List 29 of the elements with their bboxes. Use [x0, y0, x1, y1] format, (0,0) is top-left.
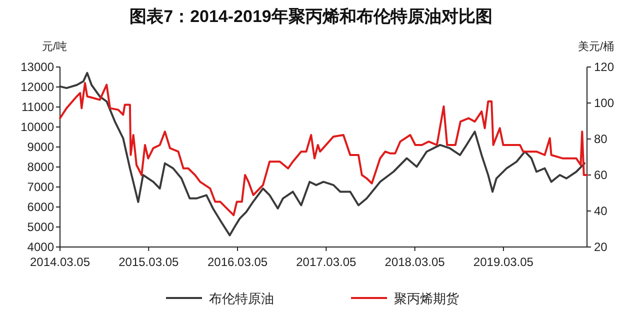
- y-tick-label: 5000: [27, 220, 54, 234]
- y-tick-label: 12000: [20, 80, 54, 94]
- y-tick-label: 11000: [22, 100, 54, 114]
- y2-tick-label: 120: [594, 60, 614, 74]
- x-tick-label: 2014.03.05: [30, 255, 90, 269]
- x-tick-label: 2016.03.05: [207, 255, 268, 269]
- y-tick-label: 7000: [27, 180, 54, 194]
- y-tick-label: 8000: [27, 160, 54, 174]
- y-tick-label: 13000: [20, 60, 54, 74]
- x-tick-label: 2017.03.05: [296, 255, 357, 269]
- legend-label: 布伦特原油: [209, 291, 274, 306]
- y2-tick-label: 40: [594, 204, 608, 218]
- x-tick-label: 2018.03.05: [384, 255, 446, 269]
- y2-tick-label: 100: [594, 96, 614, 110]
- y-tick-label: 6000: [27, 200, 54, 214]
- legend-item: 布伦特原油: [166, 291, 274, 306]
- y2-tick-label: 60: [594, 168, 608, 182]
- x-tick-label: 2019.03.05: [473, 255, 534, 269]
- legend-label: 聚丙烯期货: [394, 291, 459, 306]
- chart-title: 图表7：2014-2019年聚丙烯和布伦特原油对比图: [130, 7, 492, 26]
- y2-tick-label: 80: [594, 132, 608, 146]
- y2-axis-title: 美元/桶: [578, 40, 614, 53]
- y2-tick-label: 20: [594, 240, 608, 254]
- legend-item: 聚丙烯期货: [351, 291, 459, 306]
- y-tick-label: 9000: [27, 140, 54, 154]
- y-tick-label: 10000: [20, 120, 54, 134]
- y-tick-label: 4000: [27, 240, 54, 254]
- y-axis-title: 元/吨: [42, 40, 68, 53]
- x-tick-label: 2015.03.05: [118, 255, 179, 269]
